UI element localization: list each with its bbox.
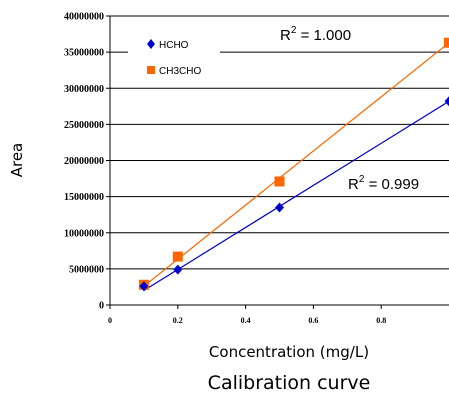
ch3cho-point <box>172 251 183 262</box>
hcho-point <box>444 96 449 107</box>
x-tick-label: 0.6 <box>308 316 318 325</box>
hcho-point <box>139 281 149 292</box>
y-axis-label: Area <box>8 143 26 178</box>
ch3cho-point <box>274 176 285 187</box>
hcho-point <box>275 202 284 213</box>
x-axis-label: Concentration (mg/L) <box>209 343 369 361</box>
y-tick-label: 5000000 <box>69 264 104 275</box>
hcho-fit-line <box>143 100 449 292</box>
axes <box>106 15 449 309</box>
legend-diamond-marker <box>147 39 155 49</box>
data-points <box>138 37 449 292</box>
x-tick-label: 0.8 <box>376 316 386 325</box>
legend-hcho: HCHO <box>159 40 189 51</box>
r2-top-background <box>270 22 372 46</box>
y-tick-label: 30000000 <box>64 84 104 95</box>
legend-ch3cho: CH3CHO <box>159 66 201 77</box>
chart-caption: Calibration curve <box>208 372 371 394</box>
legend: HCHO CH3CHO <box>128 30 220 84</box>
r2-bottom-background <box>342 170 442 194</box>
y-tick-label: 25000000 <box>64 120 104 131</box>
y-tick-labels: 0 5000000 10000000 15000000 20000000 25000000… <box>64 12 104 312</box>
y-tick-label: 0 <box>99 301 104 312</box>
x-tick-label: 0 <box>108 316 112 325</box>
r-squared-annotations: R2 = 1.000 R2 = 0.999 <box>270 22 442 194</box>
y-tick-label: 35000000 <box>64 48 104 59</box>
y-tick-label: 20000000 <box>64 156 104 167</box>
r2-hcho: R2 = 0.999 <box>348 174 419 193</box>
x-tick-labels: 0 0.2 0.4 0.6 0.8 <box>108 316 386 325</box>
ch3cho-fit-line <box>143 42 449 287</box>
hcho-point <box>173 264 183 275</box>
fit-lines <box>143 42 449 292</box>
r2-ch3cho: R2 = 1.000 <box>280 25 351 44</box>
legend-background <box>128 30 220 84</box>
y-tick-label: 10000000 <box>64 228 104 239</box>
x-tick-label: 0.4 <box>241 316 251 325</box>
y-tick-label: 15000000 <box>64 192 104 203</box>
y-tick-label: 40000000 <box>64 12 104 23</box>
legend-square-marker <box>147 66 155 74</box>
ch3cho-point <box>444 37 449 48</box>
x-tick-label: 0.2 <box>173 316 183 325</box>
